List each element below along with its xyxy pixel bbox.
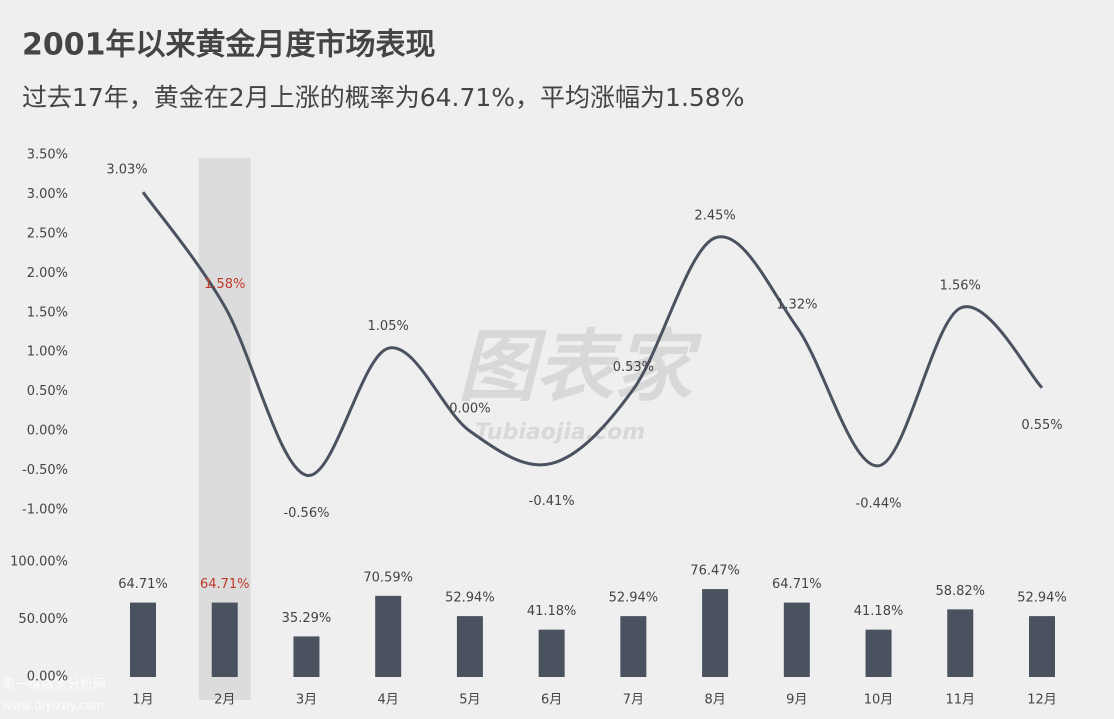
x-tick-label: 6月 (541, 693, 562, 708)
bar (783, 602, 810, 677)
y-tick-label: 1.00% (27, 345, 68, 360)
data-label: 64.71% (118, 577, 168, 592)
line (141, 191, 1044, 477)
data-label: 3.03% (106, 163, 147, 178)
corner-watermark-url: www.diyizby.com (2, 699, 104, 713)
x-tick-label: 3月 (296, 693, 317, 708)
y-tick-label: 3.00% (27, 187, 68, 202)
data-label: 52.94% (445, 591, 495, 606)
data-label: 0.55% (1021, 418, 1062, 433)
bar (1029, 616, 1055, 677)
x-tick-label: 4月 (378, 693, 399, 708)
bar (211, 602, 238, 677)
data-label: 1.05% (368, 319, 409, 334)
bar (865, 629, 892, 677)
data-label: 1.32% (776, 297, 817, 312)
y-tick-label: -1.00% (22, 503, 68, 518)
bar (130, 602, 156, 677)
y-tick-label: 1.50% (27, 305, 68, 320)
x-tick-label: 8月 (704, 693, 725, 708)
x-tick-label: 7月 (623, 693, 644, 708)
data-label: 41.18% (854, 604, 904, 619)
data-label: 76.47% (690, 564, 740, 579)
bar (947, 609, 974, 677)
data-label: 64.71% (200, 577, 250, 592)
watermark: 图表家 (458, 322, 703, 412)
bar (456, 616, 483, 677)
bar (620, 616, 647, 677)
bar (702, 589, 729, 677)
corner-watermark: 第一纵横家分析网 (2, 677, 106, 693)
bar (375, 595, 402, 677)
bar (538, 629, 565, 677)
bar (293, 636, 320, 677)
y-tick-label: 100.00% (10, 555, 68, 570)
data-label: 2.45% (694, 208, 735, 223)
y-tick-label: 3.50% (27, 148, 68, 163)
data-label: 58.82% (935, 584, 985, 599)
x-tick-label: 1月 (132, 693, 153, 708)
x-tick-label: 5月 (459, 693, 480, 708)
data-label: 64.71% (772, 577, 822, 592)
x-tick-label: 12月 (1027, 693, 1057, 708)
x-tick-label: 10月 (864, 693, 894, 708)
watermark-url: Tubiaojia.com (475, 420, 645, 445)
y-tick-label: 0.00% (27, 670, 68, 685)
y-tick-label: 50.00% (18, 612, 68, 627)
data-label: -0.44% (856, 496, 902, 511)
data-label: 52.94% (1017, 591, 1067, 606)
x-tick-label: 2月 (214, 693, 235, 708)
y-tick-label: 0.00% (27, 424, 68, 439)
y-tick-label: 2.00% (27, 266, 68, 281)
y-tick-label: 2.50% (27, 226, 68, 241)
y-tick-label: -0.50% (22, 463, 68, 478)
data-label: 35.29% (282, 611, 332, 626)
data-label: 1.56% (940, 279, 981, 294)
x-tick-label: 11月 (945, 693, 975, 708)
data-label: 41.18% (527, 604, 577, 619)
data-label: 0.53% (613, 360, 654, 375)
data-label: 1.58% (204, 277, 245, 292)
data-label: -0.56% (283, 506, 329, 521)
chart-subtitle: 过去17年，黄金在2月上涨的概率为64.71%，平均涨幅为1.58% (22, 83, 744, 112)
data-label: 0.00% (449, 402, 490, 417)
data-label: -0.41% (529, 494, 575, 509)
y-tick-label: 0.50% (27, 384, 68, 399)
x-tick-label: 9月 (786, 693, 807, 708)
data-label: 52.94% (609, 591, 659, 606)
data-label: 70.59% (363, 570, 413, 585)
chart-title: 2001年以来黄金月度市场表现 (22, 28, 436, 63)
